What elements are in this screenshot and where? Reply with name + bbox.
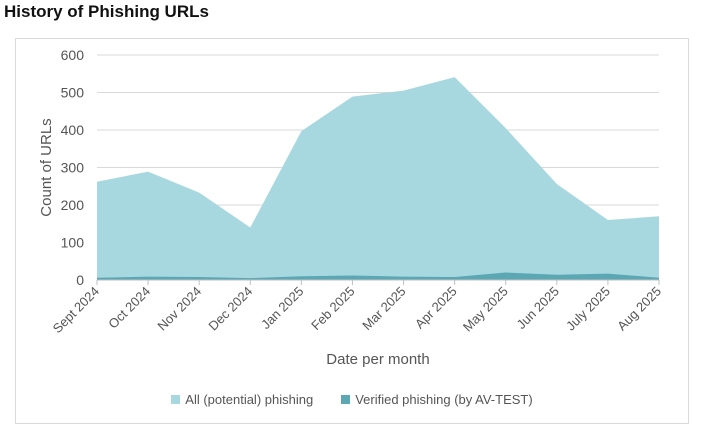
chart-frame [15, 38, 689, 424]
x-tick-label: Apr 2025 [412, 284, 460, 332]
x-tick-label: Oct 2024 [105, 284, 153, 332]
y-tick-label: 600 [61, 47, 85, 63]
chart-legend: All (potential) phishing Verified phishi… [0, 392, 704, 407]
y-tick-label: 500 [61, 85, 85, 101]
area-series-0 [97, 77, 659, 280]
y-tick-label: 400 [61, 122, 85, 138]
x-axis-title: Date per month [326, 351, 429, 368]
chart-title: History of Phishing URLs [4, 2, 209, 21]
x-tick-label: Dec 2024 [205, 284, 255, 334]
legend-item-verified: Verified phishing (by AV-TEST) [341, 392, 533, 407]
legend-label-verified: Verified phishing (by AV-TEST) [355, 392, 533, 407]
y-tick-label: 300 [61, 160, 85, 176]
x-tick-label: Mar 2025 [359, 284, 408, 333]
x-tick-label: Nov 2024 [154, 284, 204, 334]
legend-swatch-verified [341, 395, 351, 404]
x-tick-label: May 2025 [460, 284, 511, 335]
y-tick-label: 200 [61, 197, 85, 213]
x-tick-label: Feb 2025 [308, 284, 357, 333]
x-tick-label: Jun 2025 [514, 284, 562, 332]
y-tick-label: 100 [61, 235, 85, 251]
legend-swatch-all [171, 395, 181, 404]
legend-item-all: All (potential) phishing [171, 392, 313, 407]
y-tick-label: 0 [76, 272, 84, 288]
y-axis-title: Count of URLs [38, 118, 55, 216]
x-tick-label: Sept 2024 [50, 284, 103, 337]
legend-label-all: All (potential) phishing [185, 392, 314, 407]
x-tick-label: July 2025 [563, 284, 613, 334]
x-tick-label: Aug 2025 [614, 284, 664, 334]
x-tick-label: Jan 2025 [258, 284, 306, 332]
area-series-1 [97, 272, 659, 280]
